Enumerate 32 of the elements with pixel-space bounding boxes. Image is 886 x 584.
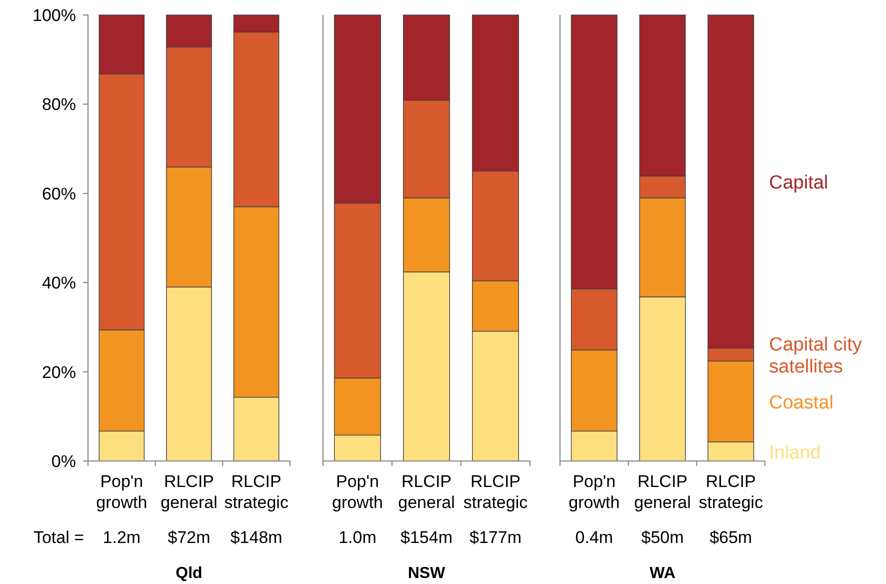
x-tick-label: Pop'n growth: [332, 472, 384, 512]
text: 1.0m: [338, 528, 376, 547]
y-tick-label: 100%: [32, 6, 76, 25]
text: NSW: [408, 565, 446, 582]
x-tick-label: Pop'n growth: [96, 472, 148, 512]
y-tick-label: 0%: [51, 452, 76, 471]
series-label: Coastal: [769, 392, 834, 414]
text: Total =: [33, 528, 84, 547]
text: 1.2m: [102, 528, 141, 547]
x-tick-label: RLCIP strategic: [224, 472, 289, 512]
text: $177m: [470, 528, 522, 547]
x-tick-label: RLCIP strategic: [463, 472, 528, 512]
y-tick-label: 60%: [42, 184, 76, 204]
text: $72m: [168, 528, 210, 547]
series-label: Capital city satellites: [769, 334, 862, 378]
series-label: Capital: [769, 172, 828, 194]
y-tick-label: 40%: [42, 274, 76, 293]
text: WA: [650, 565, 676, 582]
text: $148m: [230, 528, 282, 547]
x-tick-label: RLCIP strategic: [698, 472, 764, 512]
x-tick-label: RLCIP general: [160, 472, 218, 512]
text: 0.4m: [575, 528, 614, 547]
x-tick-label: RLCIP general: [398, 472, 455, 512]
text: $154m: [400, 528, 452, 547]
text: $50m: [641, 528, 684, 547]
y-tick-label: 20%: [42, 362, 76, 382]
x-tick-label: Pop'n growth: [568, 472, 620, 512]
x-tick-label: RLCIP general: [634, 472, 691, 512]
text: Qld: [176, 565, 202, 582]
text: $65m: [710, 528, 752, 547]
series-label: Inland: [769, 442, 821, 464]
y-tick-label: 80%: [42, 95, 76, 114]
